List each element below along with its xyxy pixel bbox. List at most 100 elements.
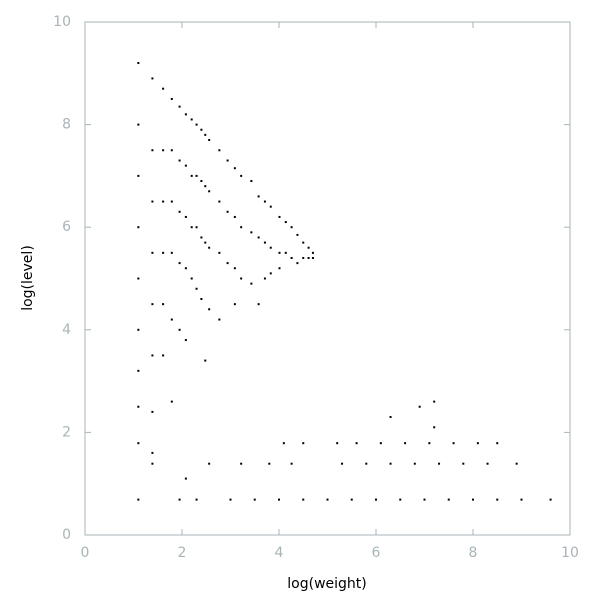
point (428, 442, 431, 445)
point (218, 318, 221, 321)
point (341, 462, 344, 465)
point (204, 133, 207, 136)
point (184, 339, 187, 342)
point (404, 442, 407, 445)
point (178, 498, 181, 501)
point (284, 221, 287, 224)
point (200, 128, 203, 131)
point (218, 200, 221, 203)
point (269, 272, 272, 275)
y-axis-label: log(level) (20, 245, 36, 311)
point (250, 180, 253, 183)
x-axis-label: log(weight) (287, 576, 366, 592)
point (355, 442, 358, 445)
point (178, 210, 181, 213)
point (278, 267, 281, 270)
point (195, 226, 198, 229)
point (195, 287, 198, 290)
point (151, 410, 154, 413)
point (162, 354, 165, 357)
point (496, 442, 499, 445)
point (302, 498, 305, 501)
point (433, 400, 436, 403)
point (365, 462, 368, 465)
point (137, 62, 140, 65)
point (204, 185, 207, 188)
point (350, 498, 353, 501)
point (151, 303, 154, 306)
point (170, 318, 173, 321)
point (452, 442, 455, 445)
point (178, 159, 181, 162)
point (162, 200, 165, 203)
point (290, 226, 293, 229)
point (190, 277, 193, 280)
point (379, 442, 382, 445)
point (413, 462, 416, 465)
point (151, 200, 154, 203)
point (233, 303, 236, 306)
point (326, 498, 329, 501)
point (302, 256, 305, 259)
x-tick-label: 6 (372, 545, 381, 561)
point (190, 174, 193, 177)
point (233, 167, 236, 170)
point (137, 174, 140, 177)
y-tick-label: 6 (62, 219, 71, 235)
point (433, 426, 436, 429)
point (170, 97, 173, 100)
x-tick-label: 10 (561, 545, 579, 561)
point (278, 215, 281, 218)
point (263, 277, 266, 280)
point (195, 498, 198, 501)
point (253, 498, 256, 501)
x-tick-label: 2 (178, 545, 187, 561)
point (151, 462, 154, 465)
point (200, 236, 203, 239)
point (282, 442, 285, 445)
point (184, 215, 187, 218)
point (278, 498, 280, 501)
point (204, 359, 207, 362)
point (250, 231, 253, 234)
point (240, 174, 243, 177)
point (515, 462, 518, 465)
point (240, 277, 243, 280)
point (184, 113, 187, 116)
point (178, 328, 181, 331)
point (162, 87, 165, 90)
point (208, 138, 211, 141)
point (151, 149, 154, 152)
point (190, 118, 193, 121)
point (423, 498, 426, 501)
point (137, 123, 140, 126)
point (263, 200, 266, 203)
point (137, 498, 140, 501)
point (240, 226, 243, 229)
point (178, 262, 181, 265)
point (389, 416, 392, 419)
point (226, 159, 229, 162)
point (151, 251, 154, 254)
point (137, 226, 140, 229)
point (233, 215, 236, 218)
point (257, 303, 260, 306)
point (296, 262, 299, 265)
point (151, 451, 154, 454)
point (137, 277, 140, 280)
point (184, 477, 187, 480)
point (296, 233, 299, 236)
point (269, 205, 272, 208)
point (263, 241, 266, 244)
point (250, 282, 253, 285)
y-tick-label: 2 (62, 424, 71, 440)
y-tick-label: 10 (53, 14, 71, 30)
point (336, 442, 339, 445)
x-tick-label: 0 (81, 545, 90, 561)
point (375, 498, 377, 501)
y-tick-label: 0 (62, 527, 71, 543)
point (257, 236, 260, 239)
point (190, 226, 193, 229)
